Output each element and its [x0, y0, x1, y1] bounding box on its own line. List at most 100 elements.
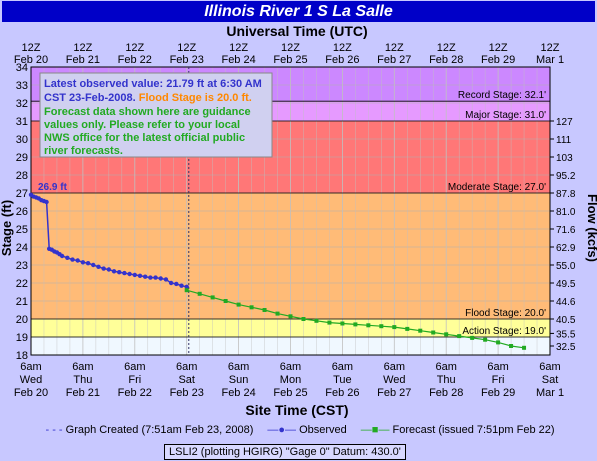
bottom-tick-date: Feb 20: [14, 387, 48, 399]
y-tick-label: 25: [16, 224, 28, 236]
bottom-tick-day: Wed: [20, 374, 42, 386]
forecast-point: [301, 317, 306, 321]
observed-point: [184, 284, 189, 289]
top-tick-date: Feb 22: [118, 54, 152, 66]
top-tick-time: 12Z: [125, 42, 144, 54]
y-tick-label: 33: [16, 80, 28, 92]
forecast-point: [444, 332, 449, 337]
top-tick-date: Feb 24: [221, 54, 255, 66]
y-tick-label: 31: [16, 116, 28, 128]
flow-tick-label: 127: [556, 117, 573, 128]
threshold-label-action: Action Stage: 19.0': [462, 326, 546, 337]
y-tick-label: 22: [16, 278, 28, 290]
flow-tick-label: 62.9: [556, 243, 576, 254]
y-tick-label: 24: [16, 242, 28, 254]
top-tick-time: 12Z: [73, 42, 92, 54]
forecast-point: [236, 302, 241, 307]
bottom-tick-day: Thu: [73, 374, 92, 386]
observed-point: [168, 280, 174, 286]
bottom-tick-time: 6am: [539, 361, 560, 373]
top-tick-date: Feb 28: [429, 54, 463, 66]
top-tick-date: Feb 23: [170, 54, 204, 66]
y-tick-label: 19: [16, 332, 28, 344]
bottom-tick-date: Feb 28: [429, 387, 463, 399]
forecast-point: [314, 318, 319, 323]
observed-point: [153, 275, 158, 280]
top-tick-time: 12Z: [385, 42, 404, 54]
right-axis-title: Flow (kcfs): [585, 194, 597, 262]
info-line-6: river forecasts.: [44, 145, 123, 157]
forecast-point: [379, 324, 384, 329]
bottom-tick-day: Sat: [542, 374, 559, 386]
flow-tick-label: 55.0: [556, 261, 576, 272]
bottom-tick-date: Mar 1: [536, 387, 564, 399]
observed-point: [132, 272, 137, 278]
observed-point: [111, 269, 117, 274]
series: 26.9 ft: [28, 182, 527, 350]
y-tick-label: 27: [16, 188, 28, 200]
top-tick-date: Feb 25: [273, 54, 307, 66]
top-tick-time: 12Z: [177, 42, 196, 54]
flow-tick-label: 87.8: [556, 189, 576, 200]
observed-point: [80, 260, 86, 265]
bottom-tick-date: Feb 25: [273, 387, 307, 399]
forecast-point: [431, 330, 436, 335]
observed-point: [44, 199, 49, 205]
y-tick-label: 34: [16, 62, 28, 74]
top-tick-time: 12Z: [437, 42, 456, 54]
info-line-2: CST 23-Feb-2008. Flood Stage is 20.0 ft.: [44, 92, 252, 104]
top-tick-time: 12Z: [489, 42, 508, 54]
bottom-tick-time: 6am: [228, 361, 249, 373]
right-axis: 32.5 35.5 40.5 44.6 49.5 55.0 62.9 71.6 81.0 87.8…: [550, 117, 576, 353]
flow-tick-label: 111: [556, 135, 572, 146]
bottom-tick-day: Tue: [333, 374, 352, 386]
top-tick-date: Mar 1: [536, 54, 564, 66]
forecast-point: [288, 314, 293, 319]
observed-point: [91, 262, 96, 268]
forecast-point: [340, 321, 345, 326]
forecast-point: [392, 325, 397, 330]
bottom-tick-date: Feb 24: [221, 387, 255, 399]
forecast-point: [509, 344, 514, 348]
forecast-point: [353, 322, 358, 327]
top-tick-date: Feb 26: [325, 54, 359, 66]
bottom-tick-day: Thu: [437, 374, 456, 386]
bottom-tick-day: Wed: [383, 374, 405, 386]
bottom-tick-day: Mon: [280, 374, 301, 386]
legend-observed: —●— Observed: [267, 424, 347, 436]
forecast-point: [470, 335, 475, 340]
bottom-tick-day: Sat: [178, 374, 195, 386]
observed-point: [137, 273, 143, 278]
bottom-tick-date: Feb 21: [66, 387, 100, 399]
y-tick-label: 21: [16, 296, 28, 308]
flow-tick-label: 49.5: [556, 279, 576, 290]
y-tick-label: 30: [16, 134, 28, 146]
forecast-point: [522, 345, 527, 350]
forecast-point: [418, 328, 423, 333]
info-line-2a: CST 23-Feb-2008.: [44, 92, 139, 104]
forecast-point: [457, 334, 462, 339]
first-value-label: 26.9 ft: [38, 182, 68, 193]
flow-tick-label: 44.6: [556, 297, 576, 308]
forecast-point: [496, 340, 501, 345]
observed-point: [59, 253, 65, 259]
observed-point: [127, 271, 132, 277]
forecast-point: [366, 323, 371, 328]
forecast-point: [223, 299, 228, 303]
left-axis: 18 19 20 21 22 23 24 25 26 27 28 29 30 31 32 33 34: [16, 62, 28, 362]
bottom-tick-day: Fri: [128, 374, 141, 386]
observed-point: [148, 275, 153, 280]
y-tick-label: 23: [16, 260, 28, 272]
threshold-label-record: Record Stage: 32.1': [458, 90, 546, 101]
bottom-tick-time: 6am: [487, 361, 508, 373]
bottom-tick-time: 6am: [72, 361, 93, 373]
flow-tick-label: 35.5: [556, 329, 576, 340]
forecast-point: [249, 305, 254, 310]
y-tick-label: 20: [16, 314, 28, 326]
top-tick-date: Feb 21: [66, 54, 100, 66]
flow-tick-label: 32.5: [556, 342, 576, 353]
observed-point: [142, 274, 148, 279]
legend-forecast: —■— Forecast (issued 7:51pm Feb 22): [360, 424, 555, 436]
bottom-tick-time: 6am: [435, 361, 456, 373]
